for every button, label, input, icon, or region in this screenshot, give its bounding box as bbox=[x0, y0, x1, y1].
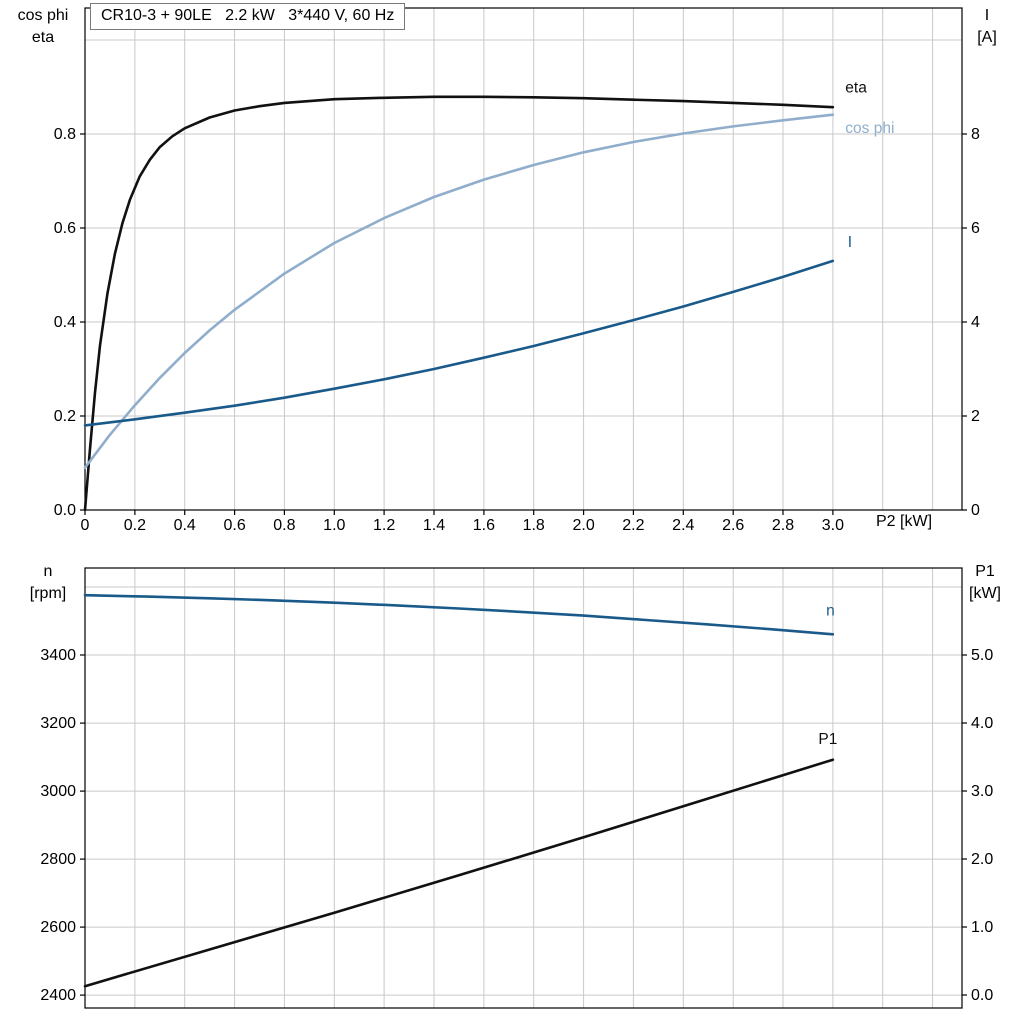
tick-label-x: 0.6 bbox=[223, 517, 245, 534]
power-axis-label-line2: [kW] bbox=[969, 585, 1001, 602]
tick-label-x: 2.8 bbox=[772, 517, 794, 534]
tick-label-right: 0.0 bbox=[971, 987, 993, 1004]
tick-label-left: 0.8 bbox=[54, 126, 76, 143]
chart-top: 0.0 0.2 0.4 0.6 0.8 0 2 4 6 8 0 0.2 0.4 0.6 0.8 1.0 1.2 1… bbox=[54, 7, 980, 534]
tick-label-x: 2.4 bbox=[672, 517, 694, 534]
power-axis-label-line1: P1 bbox=[975, 563, 995, 580]
curve-p1 bbox=[83, 758, 835, 988]
left-axis-label-line1: cos phi bbox=[17, 7, 69, 24]
tick-label-x: 0.2 bbox=[124, 517, 146, 534]
chart-bottom: 2400 2600 2800 3000 3200 3400 0.0 1.0 2.0 3.0 4.0 5… bbox=[40, 567, 993, 1009]
tick-label-right: 4.0 bbox=[971, 715, 993, 732]
tick-label-left: 3400 bbox=[40, 647, 76, 664]
tick-label-left: 2800 bbox=[40, 851, 76, 868]
tick-marks bbox=[80, 654, 967, 996]
tick-label-x: 0.4 bbox=[174, 517, 196, 534]
tick-label-right: 1.0 bbox=[971, 919, 993, 936]
curve-label-p1: P1 bbox=[818, 731, 837, 748]
curve-label-cos-phi: cos phi bbox=[845, 120, 894, 137]
tick-labels: 0.0 0.2 0.4 0.6 0.8 0 2 4 6 8 0 0.2 0.4 0.6 0.8 1.0 1.2 1… bbox=[54, 126, 980, 534]
curve-cos-phi bbox=[83, 113, 835, 470]
tick-label-right: 3.0 bbox=[971, 783, 993, 800]
tick-label-right: 2.0 bbox=[971, 851, 993, 868]
curve-n bbox=[83, 593, 835, 636]
top-chart-x-axis-label: P2 [kW] bbox=[876, 513, 933, 530]
tick-label-right: 4 bbox=[971, 314, 980, 331]
tick-label-right: 2 bbox=[971, 408, 980, 425]
speed-axis-label-line2: [rpm] bbox=[29, 585, 67, 602]
tick-label-x: 2.2 bbox=[622, 517, 644, 534]
tick-label-left: 3200 bbox=[40, 715, 76, 732]
tick-label-x: 1.4 bbox=[423, 517, 445, 534]
curve-eta bbox=[83, 95, 835, 512]
tick-label-right: 5.0 bbox=[971, 647, 993, 664]
gridlines bbox=[85, 568, 962, 1008]
tick-label-x: 2.0 bbox=[572, 517, 594, 534]
tick-label-x: 0 bbox=[81, 517, 90, 534]
curve-label-eta: eta bbox=[845, 80, 867, 97]
right-axis-label-line1: I bbox=[984, 7, 990, 24]
bottom-chart-left-axis-label: n [rpm] bbox=[12, 561, 84, 605]
tick-label-right: 0 bbox=[971, 502, 980, 519]
tick-label-x: 3.0 bbox=[822, 517, 844, 534]
tick-label-left: 0.2 bbox=[54, 408, 76, 425]
tick-label-right: 8 bbox=[971, 126, 980, 143]
tick-label-left: 2600 bbox=[40, 919, 76, 936]
tick-label-x: 1.0 bbox=[323, 517, 345, 534]
tick-label-left: 2400 bbox=[40, 987, 76, 1004]
plot-border bbox=[84, 7, 963, 511]
tick-label-x: 1.6 bbox=[473, 517, 495, 534]
tick-label-x: 2.6 bbox=[722, 517, 744, 534]
chart-title: CR10-3 + 90LE 2.2 kW 3*440 V, 60 Hz bbox=[90, 3, 406, 30]
curve-i bbox=[83, 259, 835, 427]
top-chart-right-axis-label: I [A] bbox=[956, 5, 1018, 49]
tick-label-left: 3000 bbox=[40, 783, 76, 800]
top-chart-left-axis-label: cos phi eta bbox=[4, 5, 82, 49]
tick-marks bbox=[80, 133, 967, 515]
tick-label-right: 6 bbox=[971, 220, 980, 237]
curve-label-i: I bbox=[848, 234, 852, 251]
speed-axis-label-line1: n bbox=[43, 563, 53, 580]
tick-labels: 2400 2600 2800 3000 3200 3400 0.0 1.0 2.0 3.0 4.0 5… bbox=[40, 647, 993, 1004]
left-axis-label-line2: eta bbox=[31, 29, 55, 46]
tick-label-x: 1.8 bbox=[523, 517, 545, 534]
tick-label-left: 0.0 bbox=[54, 502, 76, 519]
tick-label-x: 0.8 bbox=[273, 517, 295, 534]
tick-label-left: 0.6 bbox=[54, 220, 76, 237]
right-axis-label-line2: [A] bbox=[977, 29, 997, 46]
tick-label-left: 0.4 bbox=[54, 314, 76, 331]
curve-label-n: n bbox=[826, 603, 835, 620]
plot-border bbox=[84, 567, 963, 1009]
gridlines bbox=[85, 8, 962, 510]
tick-label-x: 1.2 bbox=[373, 517, 395, 534]
bottom-chart-right-axis-label: P1 [kW] bbox=[952, 561, 1018, 605]
